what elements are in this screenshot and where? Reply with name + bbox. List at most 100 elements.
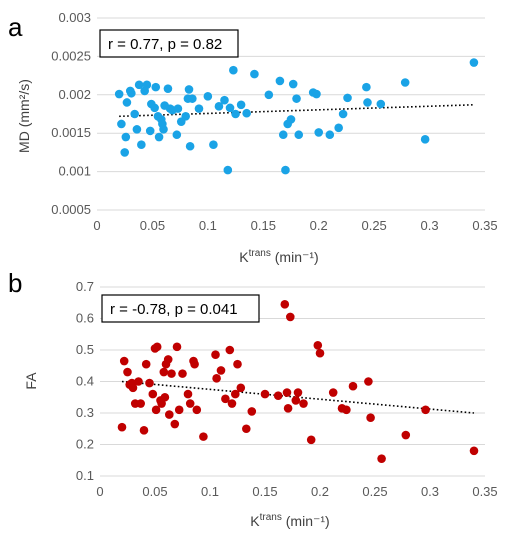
panel-b-data-point <box>139 426 149 435</box>
panel-a-data-point <box>325 130 335 140</box>
panel-a-data-point <box>121 132 131 142</box>
panel-a-data-point <box>231 109 240 119</box>
panel-b-data-point <box>216 366 226 375</box>
panel-b-data-point <box>190 359 199 369</box>
panel-a-data-point <box>130 109 139 119</box>
panel-a-data-point <box>188 94 197 103</box>
panel-a-data-point <box>338 109 348 119</box>
panel-a-data-point <box>264 90 274 100</box>
panel-a-data-point <box>122 98 132 107</box>
panel-b-x-tick-label: 0.2 <box>311 484 329 499</box>
panel-a-data-point <box>142 80 152 90</box>
panel-a-x-tick-label: 0.25 <box>361 218 386 233</box>
panel-a-y-tick-label: 0.0025 <box>51 48 91 63</box>
panel-a-data-point <box>181 112 190 121</box>
panel-a-y-tick-label: 0.0015 <box>51 125 91 140</box>
panel-a-data-point <box>120 148 130 157</box>
panel-a-data-point <box>292 94 301 103</box>
panel-a-data-point <box>223 165 233 175</box>
panel-a-data-point <box>173 104 183 113</box>
panel-a-md-scatter: a 0.0005 0.001 0.0015 0.002 0.0025 0.003 0 0.0… <box>8 10 498 265</box>
panel-a-y-tick-label: 0.001 <box>58 164 91 179</box>
panel-a-data-point <box>334 123 343 133</box>
panel-b-data-point <box>199 432 208 441</box>
panel-a-data-point <box>163 84 173 93</box>
panel-b-y-tick-label: 0.7 <box>76 279 94 294</box>
panel-a-trendline <box>119 103 474 118</box>
panel-b-x-tick-label: 0.3 <box>421 484 439 499</box>
panel-b-data-point <box>282 388 292 397</box>
panel-a-data-point <box>278 130 288 140</box>
panel-a-data-point <box>220 95 229 105</box>
panel-b-y-tick-label: 0.1 <box>76 468 94 483</box>
panel-a-x-tick-label: 0.1 <box>199 218 217 233</box>
panel-a-x-tick-label: 0.15 <box>251 218 276 233</box>
panel-b-data-point <box>160 392 170 402</box>
panel-b-data-point <box>185 399 195 408</box>
panel-a-data-point <box>127 88 136 98</box>
panel-b-data-point <box>157 399 166 408</box>
panel-b-data-point <box>273 391 283 400</box>
panel-b-data-point <box>170 419 180 429</box>
panel-b-data-point <box>192 405 202 415</box>
panel-a-data-point <box>288 79 298 89</box>
panel-b-data-point <box>342 405 351 415</box>
panel-b-data-point <box>123 367 132 377</box>
panel-a-data-point <box>159 125 168 134</box>
panel-b-x-tick-label: 0 <box>96 484 103 499</box>
panel-a-data-point <box>137 140 146 150</box>
panel-b-x-tick-label: 0.05 <box>142 484 167 499</box>
panel-b-fa-scatter: b 0.1 0.2 0.3 0.4 0.5 0.6 0.7 0 0.05 0.1 0.15 0.2 0… <box>8 268 498 529</box>
panel-b-data-point <box>242 424 251 434</box>
panel-b-x-tick-label: 0.1 <box>201 484 219 499</box>
panel-b-y-tick-label: 0.5 <box>76 342 94 357</box>
panel-b-data-point <box>163 355 173 364</box>
panel-a-data-point <box>376 99 386 109</box>
panel-b-data-point <box>377 454 386 463</box>
panel-b-y-axis-label: FA <box>23 372 39 390</box>
panel-b-data-point <box>159 367 169 377</box>
panel-b-data-point <box>364 377 373 386</box>
panel-b-x-tick-label: 0.25 <box>362 484 387 499</box>
panel-a-data-point <box>154 132 164 142</box>
panel-b-data-point <box>165 410 174 419</box>
panel-a-data-point <box>420 135 430 144</box>
panel-a-data-point <box>343 93 352 103</box>
panel-a-data-point <box>362 82 371 92</box>
panel-a-data-point <box>242 108 251 118</box>
panel-b-data-point <box>283 403 293 413</box>
panel-b-data-point <box>366 413 375 423</box>
panel-b-data-point <box>280 300 290 309</box>
panel-b-label: b <box>8 268 22 298</box>
panel-b-data-point <box>178 369 187 378</box>
panel-b-data-point <box>315 348 325 358</box>
panel-a-x-tick-label: 0.05 <box>140 218 165 233</box>
panel-b-data-point <box>141 359 151 369</box>
panel-a-data-point <box>145 126 155 136</box>
panel-a-data-point <box>312 89 321 99</box>
panel-b-data-point <box>174 405 184 415</box>
panel-a-data-point <box>209 140 218 150</box>
panel-a-data-point <box>400 78 410 87</box>
panel-b-data-point <box>231 389 240 399</box>
panel-b-y-tick-label: 0.2 <box>76 437 94 452</box>
panel-b-data-point <box>117 422 127 432</box>
panel-a-x-tick-label: 0.2 <box>310 218 328 233</box>
panel-a-data-point <box>184 85 194 94</box>
panel-b-data-point <box>148 389 158 399</box>
panel-a-data-point <box>314 128 324 137</box>
panel-a-data-point <box>281 165 290 175</box>
panel-b-data-point <box>306 435 316 445</box>
panel-a-data-point <box>203 92 213 101</box>
panel-a-data-point <box>294 130 304 140</box>
panel-a-data-point <box>151 82 161 92</box>
panel-b-data-point <box>233 359 242 369</box>
panel-b-data-point <box>172 342 182 352</box>
panel-b-data-point <box>236 383 246 393</box>
panel-b-y-tick-label: 0.3 <box>76 405 94 420</box>
panel-a-data-point <box>134 80 144 90</box>
panel-b-stats-box <box>101 294 260 323</box>
panel-b-stats-text: r = -0.78, p = 0.041 <box>110 301 238 318</box>
panel-a-data-point <box>229 65 238 75</box>
